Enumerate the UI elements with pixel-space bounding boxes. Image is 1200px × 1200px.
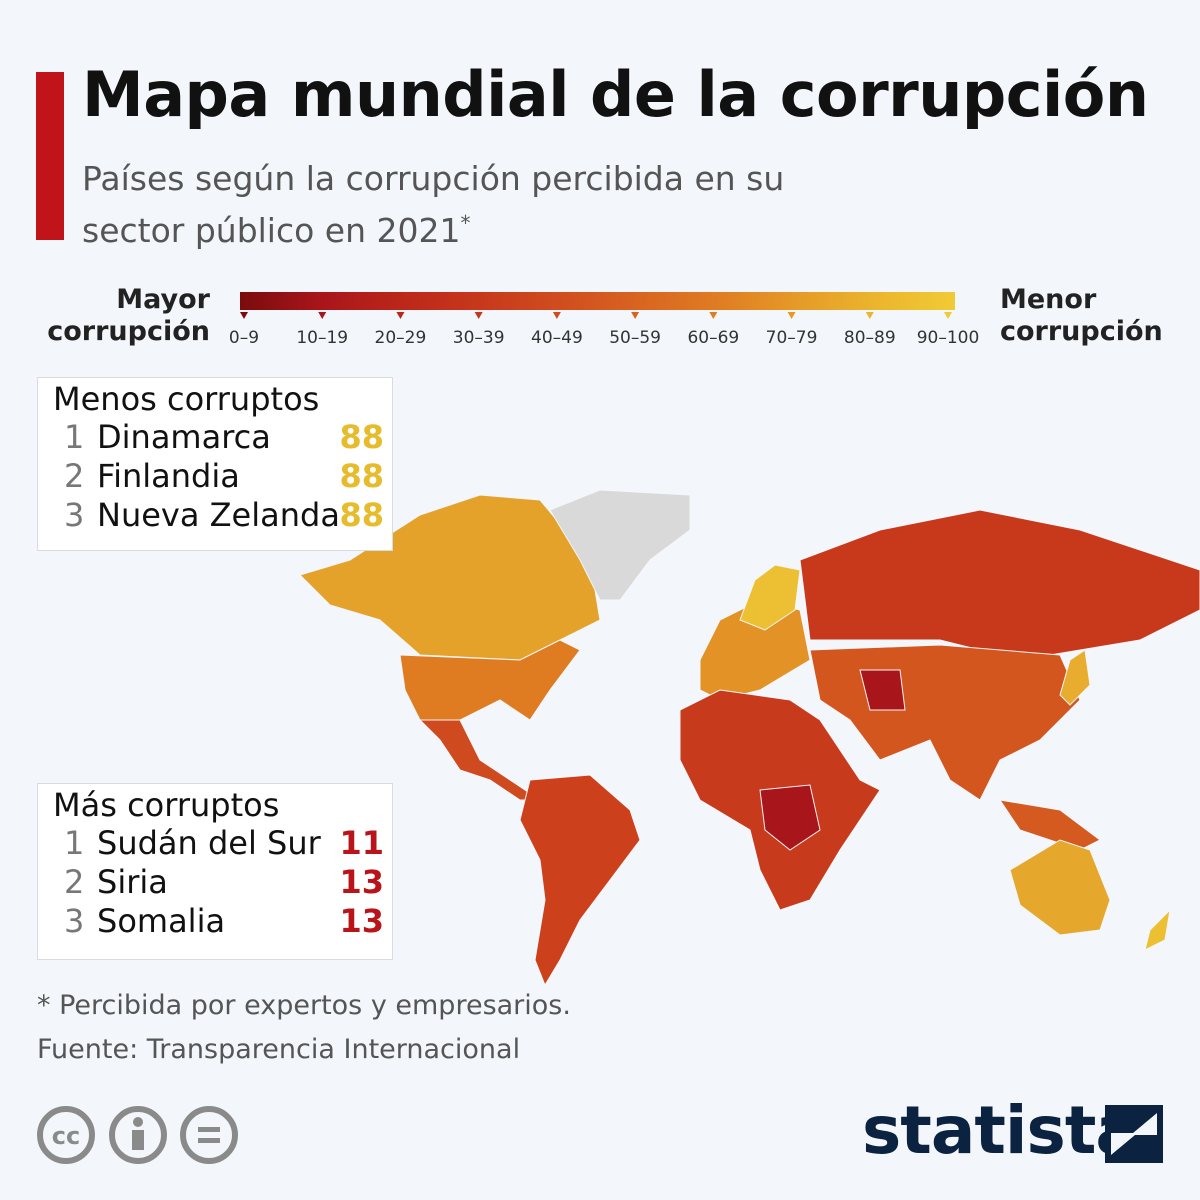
subtitle: Países según la corrupción percibida en … <box>82 156 882 253</box>
ranking-row: 3 Nueva Zelanda 88 <box>38 496 392 534</box>
score: 88 <box>339 457 384 495</box>
country: Finlandia <box>97 457 240 495</box>
legend-tick <box>396 312 405 319</box>
legend-tick <box>240 312 248 319</box>
svg-text:cc: cc <box>52 1122 80 1150</box>
country: Nueva Zelanda <box>97 496 340 534</box>
japan <box>1059 649 1091 706</box>
scandinavia <box>739 564 801 631</box>
australia <box>1009 839 1111 936</box>
license-icons: cc <box>37 1106 238 1164</box>
rank: 1 <box>64 824 85 862</box>
central-america <box>418 719 542 801</box>
legend-left-label: Mayor corrupción <box>47 284 210 347</box>
legend-bar <box>240 292 955 310</box>
legend-range-label: 70–79 <box>766 328 818 348</box>
box-title: Más corruptos <box>53 786 280 824</box>
legend-right-label: Menor corrupción <box>1000 284 1163 347</box>
south-america <box>519 774 641 987</box>
legend-tick <box>474 312 483 319</box>
score: 11 <box>339 824 384 862</box>
canada <box>299 494 601 661</box>
most-corrupt-box: Más corruptos 1 Sudán del Sur 11 2 Siria 13 3 S… <box>37 783 393 960</box>
legend-range-label: 40–49 <box>531 328 583 348</box>
score: 88 <box>339 418 384 456</box>
world-map <box>299 489 1200 987</box>
legend-tick <box>865 312 874 319</box>
legend-range-label: 90–100 <box>917 328 980 348</box>
box-title: Menos corruptos <box>53 380 320 418</box>
middle-east <box>859 669 906 711</box>
legend-tick <box>318 312 327 319</box>
legend-range-label: 30–39 <box>453 328 505 348</box>
legend-range-label: 0–9 <box>229 328 259 348</box>
brand: statista <box>862 1092 1140 1169</box>
accent-bar <box>36 72 64 240</box>
country: Siria <box>97 863 168 901</box>
usa <box>399 639 581 741</box>
legend-range-label: 60–69 <box>687 328 739 348</box>
rank: 1 <box>64 418 85 456</box>
least-corrupt-box: Menos corruptos 1 Dinamarca 88 2 Finlandia 88… <box>37 377 393 551</box>
ranking-row: 1 Sudán del Sur 11 <box>38 824 392 862</box>
legend-tick <box>944 312 952 319</box>
legend: 0–9 10–19 20–29 30–39 40–49 50–59 60–69 70–79 80… <box>229 292 980 348</box>
country: Somalia <box>97 902 226 940</box>
legend-range-label: 20–29 <box>375 328 427 348</box>
ranking-row: 3 Somalia 13 <box>38 902 392 940</box>
score: 13 <box>339 902 384 940</box>
southeast-asia <box>998 799 1101 851</box>
legend-range-label: 10–19 <box>296 328 348 348</box>
legend-tick <box>552 312 561 319</box>
greenland <box>549 489 691 601</box>
legend-tick <box>787 312 796 319</box>
rank: 3 <box>64 496 85 534</box>
footnote: * Percibida por expertos y empresarios. <box>37 990 571 1021</box>
source: Fuente: Transparencia Internacional <box>37 1034 521 1065</box>
country: Dinamarca <box>97 418 271 456</box>
legend-tick <box>631 312 640 319</box>
country: Sudán del Sur <box>97 824 321 862</box>
europe <box>699 599 811 701</box>
rank: 2 <box>64 863 85 901</box>
ranking-row: 2 Finlandia 88 <box>38 457 392 495</box>
subtitle-mark: * <box>460 211 471 235</box>
rank: 2 <box>64 457 85 495</box>
central-africa <box>759 784 821 851</box>
ranking-row: 1 Dinamarca 88 <box>38 418 392 456</box>
new-zealand <box>1144 908 1171 951</box>
legend-tick <box>709 312 718 319</box>
subtitle-text: Países según la corrupción percibida en … <box>82 159 785 250</box>
ranking-row: 2 Siria 13 <box>38 863 392 901</box>
score: 88 <box>339 496 384 534</box>
russia <box>799 509 1200 661</box>
title: Mapa mundial de la corrupción <box>82 58 1149 131</box>
legend-range-label: 50–59 <box>609 328 661 348</box>
brand-logo <box>1105 1105 1163 1163</box>
rank: 3 <box>64 902 85 940</box>
legend-range-label: 80–89 <box>844 328 896 348</box>
score: 13 <box>339 863 384 901</box>
